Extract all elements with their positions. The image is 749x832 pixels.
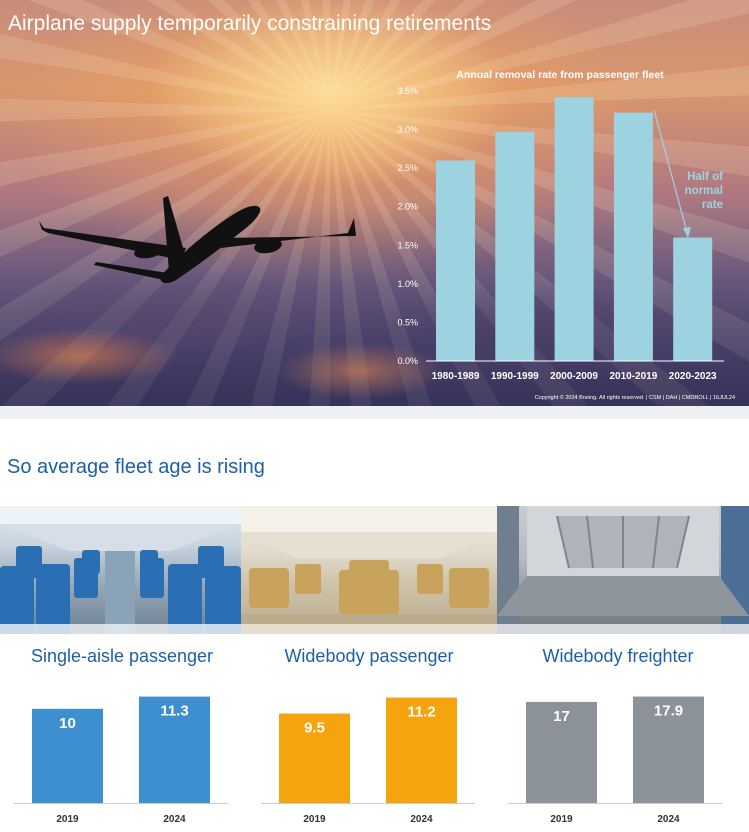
- single-aisle-age-chart: 10 2019 11.3 2024: [14, 696, 228, 825]
- removal-bar: [673, 237, 713, 361]
- annotation-arrow: [653, 109, 689, 237]
- single-aisle-cabin-photo: [0, 506, 241, 634]
- removal-y-tick-label: 1.5%: [397, 240, 418, 250]
- removal-x-tick-label: 2000-2009: [550, 371, 598, 382]
- removal-x-tick-label: 1980-1989: [432, 371, 480, 382]
- widebody-cabin-photo: [241, 506, 497, 634]
- removal-bar: [613, 112, 653, 361]
- age-bar: [386, 697, 457, 803]
- age-value-label: 17.9: [654, 703, 683, 720]
- age-bar: [139, 696, 210, 803]
- removal-chart-annotation: Half of normal rate: [685, 171, 724, 211]
- removal-y-tick-label: 3.0%: [397, 125, 418, 135]
- section-title: So average fleet age is rising: [7, 456, 265, 478]
- age-bar: [279, 713, 350, 803]
- hero-background: Airplane supply temporarily constraining…: [0, 0, 749, 406]
- age-value-label: 10: [59, 715, 76, 732]
- age-year-label: 2024: [410, 814, 433, 825]
- age-bar: [32, 708, 103, 803]
- age-value-label: 17: [553, 708, 570, 725]
- removal-chart-title: Annual removal rate from passenger fleet: [456, 69, 664, 81]
- removal-y-tick-label: 0.5%: [397, 317, 418, 327]
- freighter-cargo-hold-photo: [497, 506, 749, 634]
- removal-y-tick-label: 2.0%: [397, 202, 418, 212]
- age-year-label: 2019: [303, 814, 326, 825]
- cabin-seats-illustration: [241, 506, 497, 634]
- age-year-label: 2019: [56, 814, 79, 825]
- removal-bar: [554, 97, 594, 361]
- widebody-freighter-age-chart: 17 2019 17.9 2024: [508, 696, 722, 825]
- removal-x-tick-label: 2020-2023: [669, 371, 717, 382]
- removal-y-tick-label: 1.0%: [397, 279, 418, 289]
- age-year-label: 2024: [657, 814, 680, 825]
- removal-bar: [495, 131, 535, 361]
- widebody-passenger-age-chart: 9.5 2019 11.2 2024: [261, 697, 475, 825]
- removal-y-tick-label: 0.0%: [397, 356, 418, 366]
- copyright-notice: Copyright © 2024 Boeing. All rights rese…: [534, 395, 735, 401]
- widebody-passenger-title: Widebody passenger: [284, 646, 454, 666]
- age-bar: [526, 701, 597, 803]
- removal-y-tick-label: 2.5%: [397, 163, 418, 173]
- airplane-silhouette-icon: [39, 196, 356, 284]
- widebody-freighter-title: Widebody freighter: [542, 646, 694, 666]
- age-year-label: 2024: [163, 814, 186, 825]
- removal-bar: [436, 160, 475, 361]
- age-value-label: 11.3: [160, 703, 188, 720]
- cargo-hold-illustration: [497, 506, 749, 634]
- single-aisle-title: Single-aisle passenger: [30, 646, 214, 666]
- age-value-label: 11.2: [407, 704, 435, 721]
- annotation-arrowhead-icon: [683, 227, 691, 238]
- cabin-seats-illustration: [0, 506, 241, 634]
- removal-y-tick-label: 3.5%: [397, 86, 418, 96]
- removal-x-tick-label: 1990-1999: [491, 371, 539, 382]
- age-bar: [633, 696, 704, 803]
- section-divider: [0, 406, 749, 419]
- removal-rate-chart: Annual removal rate from passenger fleet…: [397, 69, 724, 382]
- removal-x-tick-label: 2010-2019: [609, 371, 657, 382]
- age-value-label: 9.5: [304, 720, 325, 737]
- age-year-label: 2019: [550, 814, 573, 825]
- hero-title: Airplane supply temporarily constraining…: [8, 12, 492, 35]
